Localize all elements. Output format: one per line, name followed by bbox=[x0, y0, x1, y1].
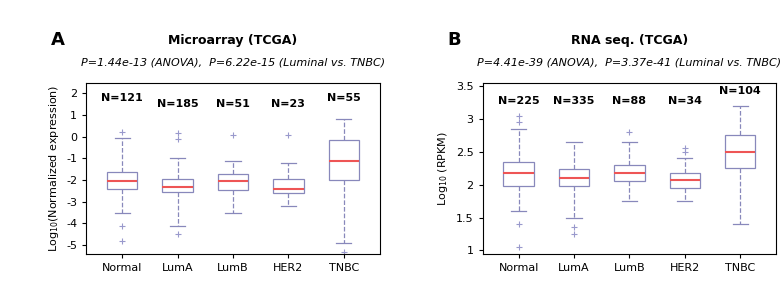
PathPatch shape bbox=[273, 179, 303, 193]
PathPatch shape bbox=[328, 140, 359, 180]
Text: N=185: N=185 bbox=[157, 99, 198, 109]
PathPatch shape bbox=[670, 173, 700, 188]
Text: A: A bbox=[51, 31, 65, 49]
Text: N=34: N=34 bbox=[668, 96, 702, 106]
Text: P=4.41e-39 (ANOVA),  P=3.37e-41 (Luminal vs. TNBC): P=4.41e-39 (ANOVA), P=3.37e-41 (Luminal … bbox=[477, 57, 782, 67]
Text: Microarray (TCGA): Microarray (TCGA) bbox=[169, 34, 298, 47]
Text: P=1.44e-13 (ANOVA),  P=6.22e-15 (Luminal vs. TNBC): P=1.44e-13 (ANOVA), P=6.22e-15 (Luminal … bbox=[81, 57, 385, 67]
Text: N=225: N=225 bbox=[498, 96, 539, 106]
Y-axis label: Log$_{10}$ (RPKM): Log$_{10}$ (RPKM) bbox=[436, 131, 450, 206]
Text: RNA seq. (TCGA): RNA seq. (TCGA) bbox=[571, 34, 688, 47]
PathPatch shape bbox=[218, 173, 249, 190]
Text: N=121: N=121 bbox=[101, 93, 143, 103]
PathPatch shape bbox=[725, 135, 756, 168]
Text: N=23: N=23 bbox=[271, 99, 305, 109]
Text: B: B bbox=[448, 31, 461, 49]
Text: N=335: N=335 bbox=[554, 96, 594, 106]
Y-axis label: Log$_{10}$(Normalized expression): Log$_{10}$(Normalized expression) bbox=[46, 84, 60, 252]
PathPatch shape bbox=[559, 169, 590, 186]
Text: N=88: N=88 bbox=[612, 96, 646, 106]
Text: N=55: N=55 bbox=[327, 93, 361, 103]
Text: N=51: N=51 bbox=[216, 99, 250, 109]
PathPatch shape bbox=[614, 165, 644, 181]
PathPatch shape bbox=[107, 173, 137, 189]
PathPatch shape bbox=[162, 179, 193, 192]
PathPatch shape bbox=[503, 162, 534, 186]
Text: N=104: N=104 bbox=[719, 86, 761, 96]
